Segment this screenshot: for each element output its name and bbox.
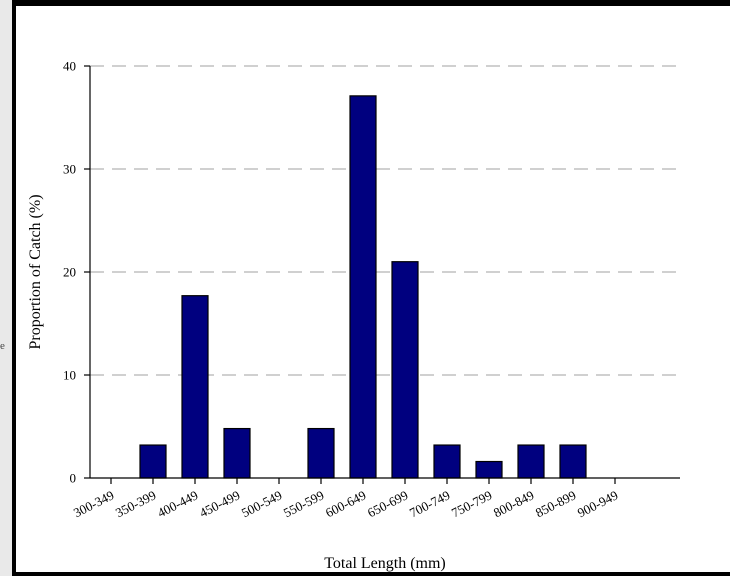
x-tick-label: 700-749 bbox=[407, 487, 452, 520]
bar bbox=[349, 95, 377, 479]
bar bbox=[223, 427, 251, 479]
bar bbox=[307, 427, 335, 479]
x-tick-label: 600-649 bbox=[323, 487, 368, 520]
bar bbox=[391, 261, 419, 479]
x-axis-title: Total Length (mm) bbox=[324, 555, 446, 572]
x-tick-label: 350-399 bbox=[113, 487, 158, 520]
bar bbox=[475, 460, 503, 479]
x-tick-label: 650-699 bbox=[365, 487, 410, 520]
x-tick-label: 500-549 bbox=[239, 487, 284, 520]
bar bbox=[559, 444, 587, 479]
x-tick-label: 450-499 bbox=[197, 487, 242, 520]
x-tick-label: 900-949 bbox=[575, 487, 620, 520]
x-tick-label: 300-349 bbox=[71, 487, 116, 520]
y-ticks: 0 10 20 30 40 bbox=[63, 59, 90, 486]
bar bbox=[139, 444, 167, 479]
y-tick-label: 40 bbox=[63, 59, 76, 74]
bar bbox=[517, 444, 545, 479]
x-tick-label: 850-899 bbox=[533, 487, 578, 520]
x-ticks: 300-349350-399400-449450-499500-549550-5… bbox=[71, 478, 620, 520]
y-tick-label: 20 bbox=[63, 265, 76, 280]
grid-lines bbox=[90, 65, 680, 376]
x-tick-label: 550-599 bbox=[281, 487, 326, 520]
bar bbox=[181, 295, 209, 479]
chart-page: 0 10 20 30 40 300-349 350-399 400-449 450-499 50… bbox=[16, 6, 730, 572]
x-tick-label: 400-449 bbox=[155, 487, 200, 520]
y-axis-title: Proportion of Catch (%) bbox=[27, 194, 44, 349]
y-tick-label: 10 bbox=[63, 368, 76, 383]
left-edge-glyph: e bbox=[0, 340, 5, 352]
y-tick-label: 0 bbox=[70, 471, 77, 486]
left-window-edge: e bbox=[0, 0, 12, 576]
bars bbox=[139, 95, 587, 479]
bar-chart: 0 10 20 30 40 300-349350-399400-449450-49950… bbox=[27, 59, 680, 572]
x-tick-label: 800-849 bbox=[491, 487, 536, 520]
bar bbox=[433, 444, 461, 479]
y-tick-label: 30 bbox=[63, 162, 76, 177]
x-tick-label: 750-799 bbox=[449, 487, 494, 520]
